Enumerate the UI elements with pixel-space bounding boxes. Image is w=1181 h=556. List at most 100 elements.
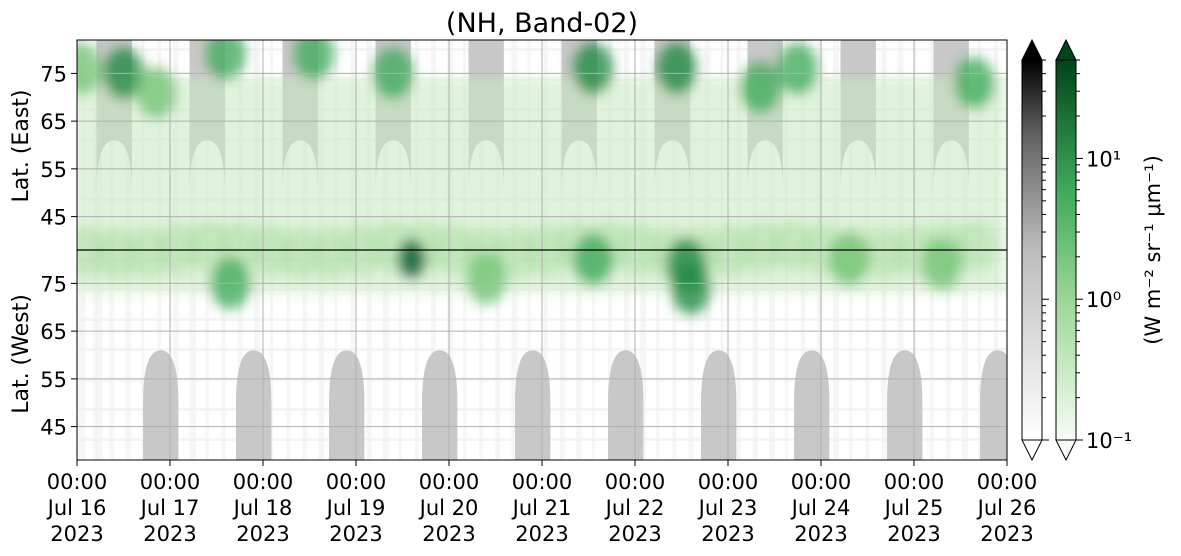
x-tick-label-line: Jul 16: [46, 496, 107, 520]
colorbar-label: (W m⁻² sr⁻¹ μm⁻¹): [1141, 155, 1165, 345]
y-axis-label-east: Lat. (East): [9, 90, 34, 203]
x-tick-label-line: 2023: [887, 522, 940, 546]
aurora-cluster: [294, 40, 335, 81]
night-mask-west-lobe: [422, 350, 458, 460]
x-tick-label-line: 2023: [794, 522, 847, 546]
aurora-cluster: [670, 262, 711, 315]
x-tick-label-line: 2023: [236, 522, 289, 546]
x-tick-label-line: Jul 26: [976, 496, 1037, 520]
x-tick-label-line: 00:00: [698, 470, 759, 494]
x-tick-label-line: 00:00: [512, 470, 573, 494]
aurora-patch: [954, 220, 999, 273]
x-tick-label-line: Jul 20: [418, 496, 479, 520]
colorbars: 10¹ 10⁰ 10⁻¹ (W m⁻² sr⁻¹ μm⁻¹): [1021, 38, 1165, 462]
aurora-cluster: [466, 252, 507, 305]
aurora-cluster: [77, 42, 102, 95]
x-tick-label-line: 2023: [329, 522, 382, 546]
y-tick-label: 75: [40, 272, 67, 296]
colorbar-tick-label: 10⁻¹: [1086, 429, 1132, 453]
x-tick-label-line: 2023: [608, 522, 661, 546]
night-mask-west-lobe: [143, 350, 179, 460]
colorbar-greys: [1021, 38, 1043, 462]
aurora-cluster: [740, 61, 781, 114]
y-tick-label: 65: [40, 110, 67, 134]
y-axis: 45 55 65 75 75 65 55 45: [40, 62, 77, 440]
aurora-cluster: [777, 42, 818, 95]
aurora-cluster: [136, 66, 177, 119]
x-tick-label-line: Jul 24: [790, 496, 851, 520]
aurora-patch: [94, 227, 139, 280]
aurora-cluster: [656, 42, 697, 95]
colorbar-tick-label: 10⁰: [1086, 288, 1121, 312]
colorbar-greens: [1055, 38, 1077, 462]
aurora-cluster: [921, 238, 962, 291]
colorbar-greens-extend-max: [1055, 38, 1077, 61]
night-mask-west-lobe: [980, 350, 1007, 460]
x-tick-label-line: 00:00: [884, 470, 945, 494]
x-tick-label-line: 2023: [143, 522, 196, 546]
y-tick-label: 45: [40, 206, 67, 230]
x-tick-label-line: 2023: [980, 522, 1033, 546]
x-tick-label-line: 00:00: [140, 470, 201, 494]
x-tick-label-line: 00:00: [977, 470, 1038, 494]
y-tick-label: 45: [40, 416, 67, 440]
x-tick-label-line: 00:00: [326, 470, 387, 494]
y-tick-label: 55: [40, 368, 67, 392]
x-tick-label-line: Jul 23: [697, 496, 758, 520]
aurora-patch: [187, 220, 232, 273]
night-mask-west-lobe: [701, 350, 737, 460]
colorbar-greys-bar: [1021, 59, 1043, 441]
x-tick-label-line: 00:00: [419, 470, 480, 494]
y-axis-label-west: Lat. (West): [9, 294, 34, 414]
plot-area: [76, 39, 1008, 461]
x-tick-label-line: 00:00: [605, 470, 666, 494]
x-tick-label-line: Jul 19: [325, 496, 386, 520]
x-tick-label-line: Jul 22: [604, 496, 665, 520]
x-tick-label-line: 2023: [701, 522, 754, 546]
colorbar-greys-extend-min: [1021, 439, 1043, 462]
aurora-patch: [739, 221, 784, 274]
y-tick-label: 55: [40, 158, 67, 182]
colorbar-greens-extend-min: [1055, 439, 1077, 462]
aurora-patch: [279, 227, 324, 280]
x-tick-label-line: Jul 18: [232, 496, 293, 520]
night-mask-west-lobe: [608, 350, 644, 460]
colorbar-greys-extend-max: [1021, 38, 1043, 61]
colorbar-tick-label: 10¹: [1086, 147, 1121, 171]
y-tick-label: 75: [40, 62, 67, 86]
x-tick-label-line: Jul 17: [139, 496, 200, 520]
aurora-cluster: [397, 239, 426, 280]
x-tick-label-line: 2023: [515, 522, 568, 546]
night-mask-west-lobe: [794, 350, 830, 460]
chart-title: (NH, Band-02): [446, 8, 638, 39]
colorbar-greens-bar: [1055, 59, 1077, 441]
colorbar-ticks: 10¹ 10⁰ 10⁻¹: [1042, 59, 1132, 453]
aurora-cluster: [573, 233, 614, 286]
aurora-cluster: [828, 233, 869, 286]
x-tick-label-line: 2023: [422, 522, 475, 546]
night-mask-west-lobe: [329, 350, 365, 460]
x-tick-label-line: 00:00: [233, 470, 294, 494]
aurora-cluster: [954, 56, 995, 109]
x-tick-label-line: 00:00: [47, 470, 108, 494]
night-mask-west-lobe: [887, 350, 923, 460]
aurora-cluster: [573, 42, 614, 95]
night-mask-west-lobe: [236, 350, 272, 460]
x-tick-label-line: 2023: [50, 522, 103, 546]
aurora-cluster: [205, 40, 246, 81]
x-tick-label-line: 00:00: [791, 470, 852, 494]
night-mask-west-lobe: [515, 350, 551, 460]
